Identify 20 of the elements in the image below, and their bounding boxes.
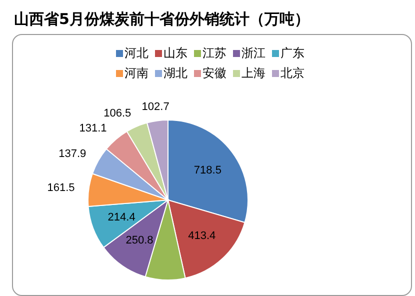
legend-label: 上海 xyxy=(240,66,266,80)
legend-label: 湖北 xyxy=(162,66,188,80)
data-label: 102.7 xyxy=(142,100,170,113)
legend-label: 河南 xyxy=(124,66,148,80)
legend-label: 安徽 xyxy=(202,66,226,80)
data-label: 250.8 xyxy=(126,234,154,247)
legend-label: 江苏 xyxy=(202,46,226,60)
data-label: 106.5 xyxy=(104,108,132,120)
data-label: 214.4 xyxy=(108,211,136,224)
legend-label: 北京 xyxy=(280,66,304,80)
legend-label: 广东 xyxy=(280,46,304,60)
data-label: 161.5 xyxy=(47,182,75,194)
chart-title: 山西省5月份煤炭前十省份外销统计（万吨） xyxy=(14,9,310,30)
legend-label: 山东 xyxy=(162,46,188,60)
data-label: 413.4 xyxy=(188,230,216,242)
legend-label: 浙江 xyxy=(240,46,266,60)
data-label: 131.1 xyxy=(79,122,107,135)
legend-label: 河北 xyxy=(124,46,148,60)
data-label: 718.5 xyxy=(194,164,222,176)
data-label: 137.9 xyxy=(58,148,86,160)
